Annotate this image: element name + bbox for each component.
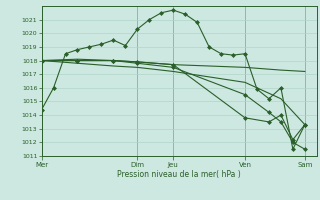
X-axis label: Pression niveau de la mer( hPa ): Pression niveau de la mer( hPa ) xyxy=(117,170,241,179)
